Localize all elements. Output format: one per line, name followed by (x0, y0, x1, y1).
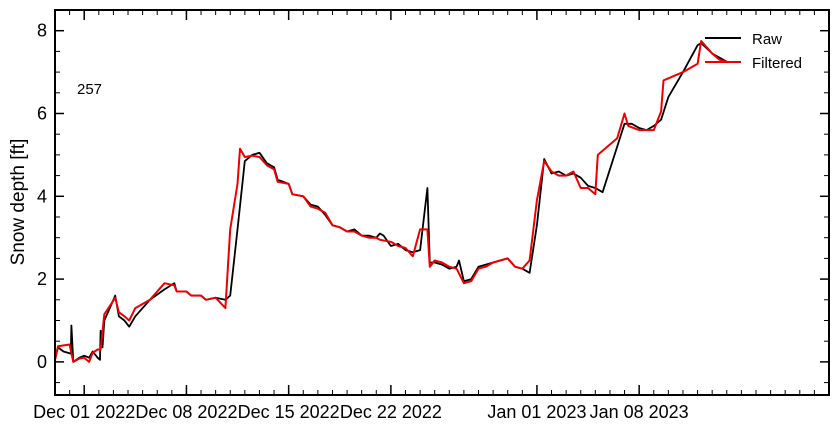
x-tick-label: Dec 15 2022 (238, 402, 340, 422)
x-tick-label: Jan 01 2023 (487, 402, 586, 422)
y-axis-title: Snow depth [ft] (8, 139, 29, 266)
annotation-label: 257 (77, 81, 102, 98)
legend-filtered-label: Filtered (752, 55, 802, 72)
x-tick-label: Dec 22 2022 (340, 402, 442, 422)
y-tick-label: 8 (37, 21, 47, 41)
series-line-filtered (54, 40, 728, 363)
x-tick-label: Dec 01 2022 (33, 402, 135, 422)
y-tick-label: 0 (37, 352, 47, 372)
y-tick-label: 6 (37, 103, 47, 123)
legend-raw-label: Raw (752, 31, 782, 48)
x-tick-label: Jan 08 2023 (590, 402, 689, 422)
series-line-raw (54, 42, 728, 363)
y-tick-label: 4 (37, 186, 47, 206)
x-tick-label: Dec 08 2022 (135, 402, 237, 422)
series-layer (54, 40, 728, 363)
legend: Raw Filtered (705, 31, 802, 72)
y-tick-label: 2 (37, 269, 47, 289)
plot-frame (54, 9, 830, 396)
tick-layer: 0 2 4 6 8 Dec 01 2022 Dec 08 2022 Dec 15 2022 De… (33, 9, 830, 422)
